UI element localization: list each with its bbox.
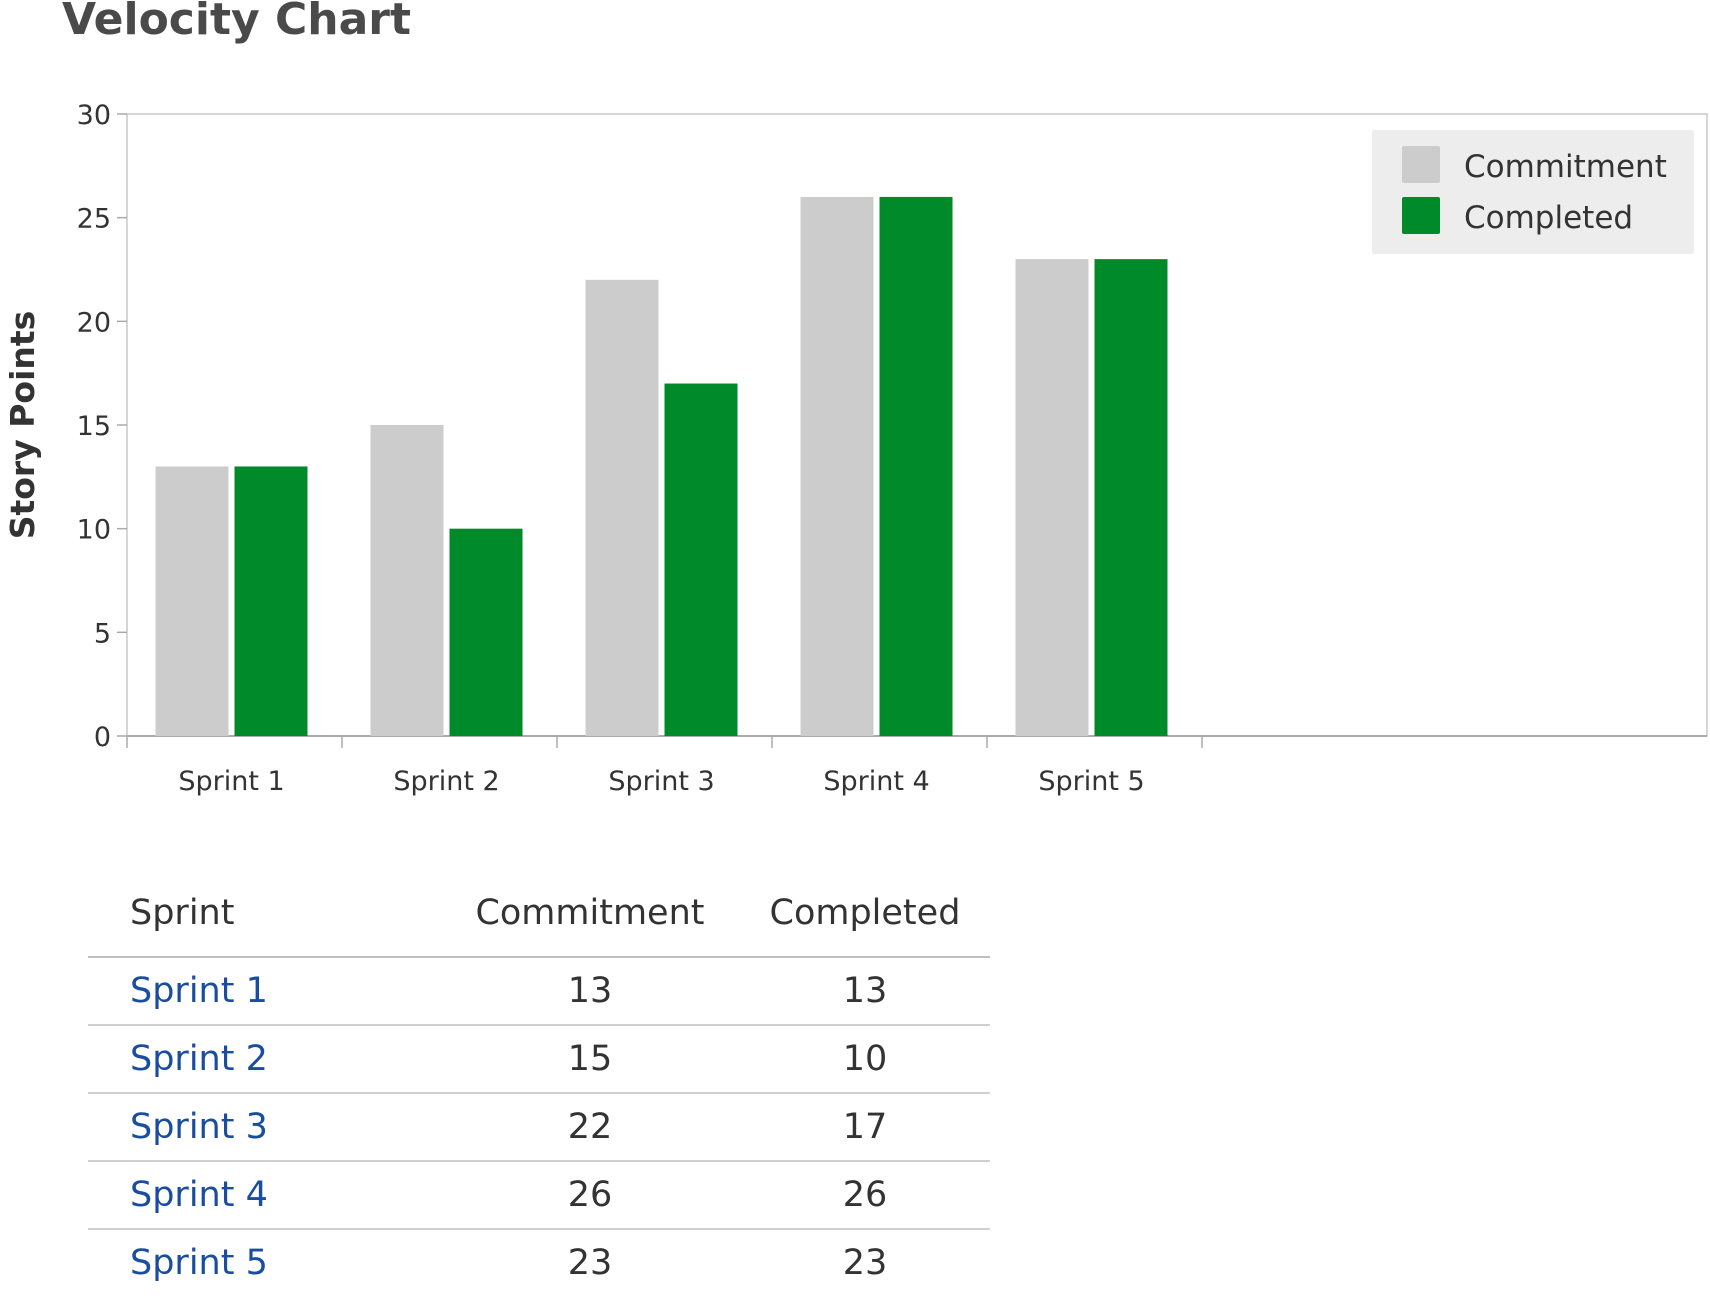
commitment-cell: 22 — [440, 1093, 740, 1162]
table-row: Sprint 1 13 13 — [88, 957, 990, 1026]
sprint-cell: Sprint 4 — [88, 1161, 440, 1230]
legend-background — [1372, 130, 1694, 254]
x-category-label: Sprint 5 — [1038, 766, 1144, 797]
y-tick-label: 10 — [77, 515, 111, 546]
legend-swatch-completed — [1402, 197, 1440, 234]
y-tick-label: 25 — [77, 204, 111, 235]
legend-label-completed: Completed — [1464, 200, 1633, 236]
completed-cell: 13 — [739, 957, 990, 1026]
sprint-link[interactable]: Sprint 5 — [130, 1243, 268, 1283]
velocity-data-table: Sprint Commitment Completed Sprint 1 13 … — [88, 870, 990, 1296]
table-row: Sprint 4 26 26 — [88, 1161, 990, 1230]
bar-completed-sprint-2[interactable] — [449, 528, 523, 736]
page-title: Velocity Chart — [62, 0, 412, 45]
commitment-cell: 26 — [440, 1161, 740, 1230]
bar-commitment-sprint-2[interactable] — [370, 425, 444, 736]
y-tick-label: 0 — [94, 722, 111, 753]
bar-commitment-sprint-4[interactable] — [800, 196, 874, 736]
bar-commitment-sprint-5[interactable] — [1015, 259, 1089, 736]
y-tick-label: 30 — [77, 100, 111, 131]
completed-cell: 23 — [842, 1243, 888, 1283]
completed-cell: 10 — [739, 1025, 990, 1094]
table-header-row: Sprint Commitment Completed — [88, 870, 990, 958]
y-tick-label: 20 — [77, 307, 111, 338]
sprint-cell: Sprint 5 — [88, 1229, 440, 1296]
commitment-cell: 15 — [440, 1025, 740, 1094]
x-category-label: Sprint 1 — [178, 766, 284, 797]
bar-commitment-sprint-3[interactable] — [585, 279, 659, 736]
y-axis-ticks: 0 5 10 15 20 25 30 — [77, 100, 127, 753]
sprint-cell: Sprint 3 — [88, 1093, 440, 1162]
bar-completed-sprint-3[interactable] — [664, 383, 738, 736]
y-tick-label: 15 — [77, 411, 111, 442]
bar-completed-sprint-5[interactable] — [1094, 259, 1168, 736]
legend-label-commitment: Commitment — [1464, 149, 1667, 185]
x-category-label: Sprint 2 — [393, 766, 499, 797]
sprint-cell: Sprint 1 — [88, 957, 440, 1026]
y-axis-label: Story Points — [3, 311, 42, 540]
table-row: Sprint 2 15 10 — [88, 1025, 990, 1094]
bar-completed-sprint-4[interactable] — [879, 196, 953, 736]
completed-cell: 17 — [739, 1093, 990, 1162]
commitment-cell: 13 — [440, 957, 740, 1026]
sprint-link[interactable]: Sprint 2 — [130, 1039, 268, 1079]
table-row: Sprint 5 23 23 — [88, 1229, 990, 1296]
sprint-link[interactable]: Sprint 1 — [130, 971, 268, 1011]
column-header-completed: Completed — [739, 870, 990, 958]
sprint-cell: Sprint 2 — [88, 1025, 440, 1094]
sprint-link[interactable]: Sprint 3 — [130, 1107, 268, 1147]
y-tick-label: 5 — [94, 618, 111, 649]
x-category-label: Sprint 4 — [823, 766, 929, 797]
bar-completed-sprint-1[interactable] — [234, 466, 308, 736]
column-header-commitment: Commitment — [440, 870, 740, 958]
commitment-cell: 23 — [567, 1243, 613, 1283]
legend-swatch-commitment — [1402, 146, 1440, 183]
x-axis-ticks: Sprint 1 Sprint 2 Sprint 3 Sprint 4 Sprint 5 — [126, 736, 1203, 797]
table-row: Sprint 3 22 17 — [88, 1093, 990, 1162]
legend: Commitment Completed — [1372, 130, 1694, 254]
x-category-label: Sprint 3 — [608, 766, 714, 797]
column-header-sprint: Sprint — [88, 870, 440, 958]
completed-cell: 26 — [739, 1161, 990, 1230]
sprint-link[interactable]: Sprint 4 — [130, 1175, 268, 1215]
bars-group — [155, 196, 1168, 736]
bar-commitment-sprint-1[interactable] — [155, 466, 229, 736]
